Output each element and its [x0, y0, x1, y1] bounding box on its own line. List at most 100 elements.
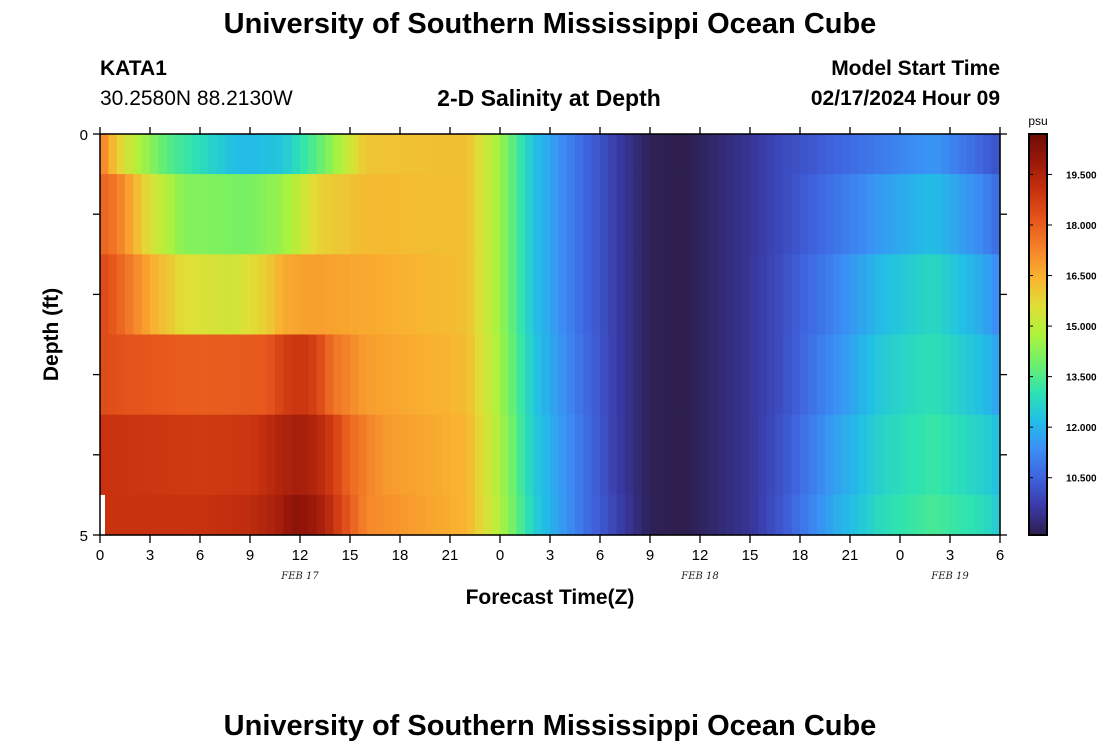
heatmap-cell — [325, 494, 334, 536]
heatmap-cell — [508, 174, 518, 255]
heatmap-cell — [425, 254, 434, 336]
heatmap-cell — [891, 334, 901, 416]
heatmap-cell — [800, 174, 809, 255]
heatmap-cell — [766, 254, 776, 336]
heatmap-cell — [725, 254, 734, 336]
heatmap-cell — [341, 174, 351, 255]
heatmap-cell — [666, 414, 676, 496]
page-title: University of Southern Mississippi Ocean… — [223, 8, 877, 40]
y-axis-tick-label: 5 — [80, 528, 88, 545]
heatmap-cell — [650, 254, 659, 336]
heatmap-cell — [850, 334, 859, 416]
heatmap-cell — [641, 174, 651, 255]
heatmap-cell — [333, 174, 343, 255]
heatmap-cell — [991, 414, 1001, 496]
heatmap-cell — [383, 494, 393, 536]
heatmap-cell — [658, 174, 668, 255]
x-axis-tick-label: 12 — [292, 547, 309, 564]
heatmap-cell — [158, 414, 168, 496]
heatmap-cell — [791, 254, 801, 336]
heatmap-cell — [600, 134, 609, 175]
heatmap-cell — [791, 414, 801, 496]
y-axis-label: Depth (ft) — [40, 288, 63, 381]
colorbar-units: psu — [1028, 114, 1047, 128]
x-axis-date-label: FEB 17 — [280, 571, 319, 582]
heatmap-cell — [600, 254, 609, 336]
heatmap-cell — [750, 174, 759, 255]
heatmap-cell — [733, 334, 743, 416]
heatmap-cell — [933, 254, 943, 336]
heatmap-cell — [433, 494, 443, 536]
heatmap-cell — [366, 494, 376, 536]
heatmap-cell — [275, 254, 284, 336]
heatmap-cell — [241, 414, 251, 496]
heatmap-cell — [408, 414, 418, 496]
heatmap-cell — [450, 334, 459, 416]
heatmap-cell — [983, 254, 993, 336]
heatmap-cell — [291, 174, 301, 255]
heatmap-cell — [200, 254, 209, 336]
heatmap-cell — [125, 414, 134, 496]
heatmap-cell — [208, 174, 218, 255]
heatmap-cell — [841, 254, 851, 336]
heatmap-cell — [158, 174, 168, 255]
heatmap-cell — [250, 254, 259, 336]
heatmap-cell — [566, 134, 576, 175]
heatmap-cell — [133, 134, 143, 175]
heatmap-cell — [133, 334, 143, 416]
heatmap-cell — [483, 174, 493, 255]
heatmap-cell — [708, 254, 718, 336]
heatmap-cell — [616, 334, 626, 416]
heatmap-cell — [816, 334, 826, 416]
heatmap-cell — [275, 414, 284, 496]
heatmap-cell — [458, 414, 468, 496]
heatmap-cell — [900, 174, 909, 255]
heatmap-cell — [183, 254, 193, 336]
colorbar-tick-label: 19.500 — [1066, 170, 1097, 181]
heatmap-cell — [816, 254, 826, 336]
heatmap-cell — [100, 254, 109, 336]
heatmap-cell — [291, 414, 301, 496]
heatmap-cell — [741, 414, 751, 496]
heatmap-cell — [933, 334, 943, 416]
heatmap-cell — [133, 174, 143, 255]
heatmap-cell — [775, 334, 784, 416]
heatmap-cell — [466, 494, 476, 536]
heatmap-cell — [141, 494, 151, 536]
heatmap-cell — [658, 134, 668, 175]
heatmap-cell — [908, 254, 918, 336]
heatmap-cell — [558, 414, 568, 496]
heatmap-cell — [541, 414, 551, 496]
heatmap-cell — [758, 494, 768, 536]
heatmap-cell — [358, 254, 368, 336]
heatmap-cell — [250, 334, 259, 416]
heatmap-cell — [350, 494, 359, 536]
heatmap-cell — [158, 254, 168, 336]
heatmap-cell — [891, 494, 901, 536]
heatmap-cell — [266, 414, 276, 496]
heatmap-cell — [166, 174, 176, 255]
heatmap-cell — [725, 334, 734, 416]
heatmap-cell — [841, 494, 851, 536]
heatmap-cell — [716, 174, 726, 255]
heatmap-cell — [975, 134, 984, 175]
heatmap-cell — [591, 494, 601, 536]
colorbar-tick-label: 16.500 — [1066, 272, 1097, 283]
heatmap-cell — [516, 334, 526, 416]
heatmap-cell — [608, 494, 618, 536]
heatmap-cell — [691, 414, 701, 496]
heatmap-cell — [525, 334, 534, 416]
heatmap-cell — [150, 174, 159, 255]
heatmap-cell — [225, 414, 234, 496]
heatmap-cell — [441, 134, 451, 175]
heatmap-cell — [425, 494, 434, 536]
heatmap-cell — [758, 334, 768, 416]
heatmap-cell — [316, 134, 326, 175]
heatmap-cell — [383, 254, 393, 336]
x-axis-tick-label: 15 — [742, 547, 759, 564]
heatmap-cell — [558, 334, 568, 416]
heatmap-cell — [808, 414, 818, 496]
heatmap-cell — [900, 134, 909, 175]
heatmap-cell — [508, 494, 518, 536]
heatmap-cell — [408, 174, 418, 255]
